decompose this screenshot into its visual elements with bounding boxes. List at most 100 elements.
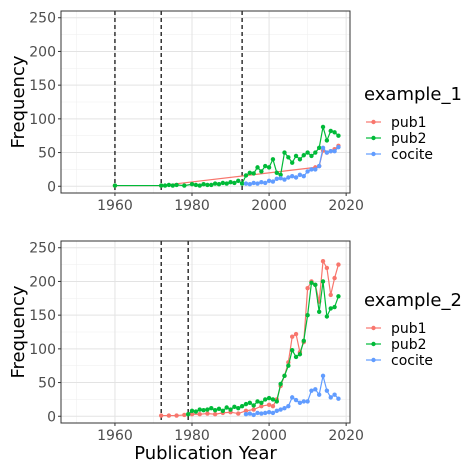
data-point-cocite	[297, 172, 303, 177]
data-point-pub2	[278, 381, 283, 387]
data-point-pub2	[236, 405, 241, 411]
data-point-cocite	[263, 410, 268, 416]
legend-key-point	[371, 341, 376, 347]
data-point-pub1	[320, 259, 326, 264]
data-point-pub2	[189, 182, 195, 187]
data-point-pub2	[266, 165, 272, 170]
data-point-pub1	[158, 413, 164, 418]
data-point-pub2	[259, 400, 264, 405]
data-point-pub2	[197, 183, 202, 188]
y-tick-label: 200	[29, 44, 56, 60]
data-point-pub2	[216, 406, 222, 412]
legend-key-point	[371, 151, 376, 157]
data-point-pub2	[336, 133, 341, 138]
data-point-pub2	[263, 163, 268, 169]
data-point-cocite	[255, 181, 260, 186]
data-point-cocite	[286, 175, 291, 180]
data-point-cocite	[278, 175, 283, 181]
data-point-pub2	[228, 180, 233, 185]
data-point-pub1	[243, 408, 249, 414]
data-point-cocite	[324, 388, 330, 393]
data-point-cocite	[297, 400, 303, 405]
x-tick-label: 2020	[328, 428, 364, 444]
data-point-pub1	[270, 403, 276, 409]
data-point-cocite	[301, 173, 306, 179]
data-point-pub1	[336, 262, 341, 267]
legend-label-pub1: pub1	[391, 115, 427, 131]
data-point-cocite	[274, 176, 279, 182]
data-point-cocite	[301, 399, 306, 404]
data-point-cocite	[316, 163, 322, 169]
chart-panel-2: 0 50 100 150 200 250 1960 1980 2000 2020 Frequency…	[8, 240, 462, 464]
y-tick-label: 0	[47, 409, 56, 425]
data-point-pub2	[297, 352, 303, 357]
data-point-pub2	[170, 183, 175, 188]
data-point-pub2	[247, 400, 253, 405]
data-point-pub1	[251, 407, 256, 412]
data-point-pub1	[189, 412, 195, 417]
data-point-pub2	[259, 169, 264, 174]
data-point-pub2	[166, 182, 172, 188]
x-tick-label: 1980	[174, 198, 210, 214]
legend-key-point	[371, 325, 376, 331]
data-point-pub2	[209, 405, 214, 411]
data-point-cocite	[251, 412, 256, 418]
data-point-pub1	[182, 412, 187, 418]
data-point-pub2	[320, 124, 326, 130]
legend-key-point	[371, 135, 376, 141]
y-tick-label: 250	[29, 241, 56, 257]
legend-key-point	[371, 357, 376, 363]
data-point-cocite	[243, 181, 249, 186]
series-cocite	[243, 144, 341, 187]
data-point-cocite	[243, 412, 249, 417]
legend-key-point	[371, 119, 376, 125]
x-tick-label: 1960	[97, 428, 133, 444]
y-tick-label: 50	[38, 376, 56, 392]
data-point-pub2	[278, 172, 283, 177]
data-point-pub2	[305, 312, 310, 318]
data-point-cocite	[251, 180, 256, 186]
data-point-pub2	[320, 279, 326, 284]
data-point-pub2	[270, 397, 276, 402]
data-point-pub2	[236, 178, 241, 184]
y-tick-label: 100	[29, 342, 56, 358]
data-point-pub2	[251, 171, 256, 176]
data-point-pub2	[324, 314, 330, 319]
data-point-cocite	[247, 182, 253, 187]
legend-label-pub2: pub2	[391, 337, 427, 353]
data-point-pub2	[270, 157, 276, 162]
data-point-pub2	[193, 409, 199, 414]
panel-border	[60, 240, 351, 424]
data-point-pub2	[336, 294, 341, 299]
data-point-cocite	[336, 144, 341, 150]
data-point-pub2	[239, 403, 245, 409]
data-point-pub2	[309, 280, 314, 285]
x-tick-label: 1980	[174, 428, 210, 444]
data-point-cocite	[247, 411, 253, 416]
data-point-pub2	[201, 407, 206, 413]
chart-panel-1: 0 50 100 150 200 250 1960 1980 2000 2020 Frequency…	[8, 10, 462, 214]
data-point-pub2	[243, 173, 249, 178]
x-tick-label: 2000	[251, 198, 287, 214]
data-point-cocite	[313, 387, 318, 392]
data-point-pub2	[297, 157, 303, 162]
data-point-pub2	[239, 181, 245, 186]
data-point-cocite	[282, 177, 287, 182]
data-point-pub2	[316, 309, 322, 314]
data-point-cocite	[324, 150, 330, 155]
data-point-pub2	[324, 138, 330, 143]
data-point-cocite	[282, 405, 287, 411]
data-point-pub2	[205, 182, 210, 188]
data-point-pub1	[290, 334, 295, 339]
data-point-pub2	[174, 182, 179, 188]
data-point-pub2	[286, 155, 291, 160]
data-point-pub2	[212, 407, 218, 413]
series-pub2	[112, 124, 341, 188]
data-point-cocite	[278, 407, 283, 412]
data-point-cocite	[320, 145, 326, 151]
y-tick-label: 250	[29, 11, 56, 27]
series-pub2	[185, 279, 341, 417]
legend-label-cocite: cocite	[391, 353, 433, 369]
y-tick-label: 50	[38, 146, 56, 162]
